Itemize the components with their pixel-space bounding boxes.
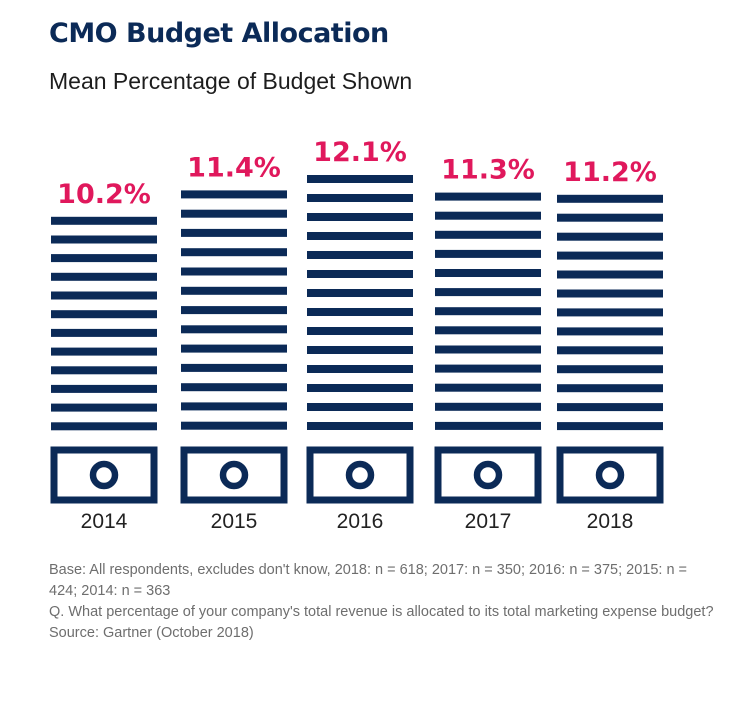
bar-stripe [307, 289, 413, 297]
x-tick-label: 2017 [465, 510, 512, 533]
bar-stripe [181, 248, 287, 257]
bar-stripe [557, 403, 663, 412]
bar-stripe [307, 194, 413, 202]
bar-stripe [181, 383, 287, 392]
bar-stripe [51, 291, 157, 300]
bar-2016: 12.1% 2016 [306, 137, 414, 533]
bar-stripe [307, 270, 413, 278]
bar-stripe [557, 270, 663, 279]
bar-stripe [307, 422, 413, 430]
bar-stripe [51, 384, 157, 393]
bar-stripe [557, 232, 663, 241]
coin-icon [345, 460, 375, 490]
bar-stripe [435, 288, 541, 297]
source-note: Source: Gartner (October 2018) [49, 625, 254, 641]
data-label: 12.1% [313, 137, 407, 168]
bar-stripe [557, 213, 663, 222]
base-note: Base: All respondents, excludes don't kn… [49, 562, 688, 599]
bar-2017: 11.3% 2017 [434, 155, 542, 533]
bar-stripe [435, 421, 541, 430]
bar-stripe [435, 211, 541, 220]
bar-stripe [435, 326, 541, 335]
bar-stripe [51, 422, 157, 431]
bar-stripe [181, 209, 287, 218]
bar-stripe [307, 213, 413, 221]
bar-stripe [51, 272, 157, 281]
bill-base [50, 446, 158, 504]
bar-stripe [557, 365, 663, 374]
bar-stripe [181, 344, 287, 353]
data-label: 11.2% [563, 157, 657, 188]
bar-stripe [435, 249, 541, 258]
bar-stripe [307, 365, 413, 373]
x-tick-label: 2015 [211, 510, 258, 533]
bar-stripe [181, 267, 287, 276]
bar-stripe [51, 403, 157, 412]
data-label: 10.2% [57, 179, 151, 210]
bill-base [434, 446, 542, 504]
bar-stripe [51, 366, 157, 375]
bar-stripe [307, 232, 413, 240]
bar-stripe [307, 251, 413, 259]
bar-stripe [557, 194, 663, 203]
data-label: 11.3% [441, 155, 535, 186]
coin-icon [219, 460, 249, 490]
bar-stripe [181, 402, 287, 411]
bar-chart: 10.2% 2014 11.4% 2015 12.1% 2016 11.3% 2017 11.2… [50, 137, 664, 533]
bar-stripe [557, 384, 663, 393]
bill-base [180, 446, 288, 504]
bar-stripe [51, 254, 157, 263]
bar-stripe [181, 228, 287, 237]
bar-stripe [307, 384, 413, 392]
bar-stripe [435, 307, 541, 316]
bar-stripe [307, 175, 413, 183]
bar-stripe [181, 363, 287, 372]
coin-icon [89, 460, 119, 490]
bar-stripe [557, 308, 663, 317]
bar-stripe [435, 192, 541, 201]
bar-stripe [181, 286, 287, 295]
bar-stripe [181, 421, 287, 430]
bar-stripe [181, 190, 287, 199]
bar-stripe [557, 422, 663, 431]
bar-stripe [307, 308, 413, 316]
question-note: Q. What percentage of your company's tot… [49, 604, 714, 620]
bar-2014: 10.2% 2014 [50, 179, 158, 533]
bar-stripe [307, 403, 413, 411]
bar-stripe [51, 235, 157, 244]
bar-stripe [307, 346, 413, 354]
bar-stripe [557, 289, 663, 298]
bill-base [556, 446, 664, 504]
data-label: 11.4% [187, 152, 281, 183]
bar-stripe [435, 402, 541, 411]
bar-stripe [181, 306, 287, 315]
x-tick-label: 2014 [81, 510, 128, 533]
bar-stripe [307, 327, 413, 335]
chart-title: CMO Budget Allocation [49, 18, 389, 49]
bar-stripe [181, 325, 287, 334]
bar-stripe [557, 251, 663, 260]
bar-stripe [435, 269, 541, 277]
bar-stripe [51, 328, 157, 337]
bar-stripe [51, 310, 157, 319]
x-tick-label: 2016 [337, 510, 384, 533]
bar-stripe [435, 383, 541, 392]
bar-stripe [557, 346, 663, 355]
bar-stripe [557, 327, 663, 336]
bar-stripe [435, 230, 541, 239]
bar-stripe [51, 347, 157, 356]
bar-2018: 11.2% 2018 [556, 157, 664, 533]
bar-stripe [51, 216, 157, 225]
chart-notes: Base: All respondents, excludes don't kn… [49, 560, 719, 644]
bar-stripe [435, 364, 541, 373]
x-tick-label: 2018 [587, 510, 634, 533]
chart-subtitle: Mean Percentage of Budget Shown [49, 68, 413, 94]
bar-2015: 11.4% 2015 [180, 152, 288, 533]
bar-stripe [435, 345, 541, 354]
coin-icon [473, 460, 503, 490]
bill-base [306, 446, 414, 504]
coin-icon [595, 460, 625, 490]
